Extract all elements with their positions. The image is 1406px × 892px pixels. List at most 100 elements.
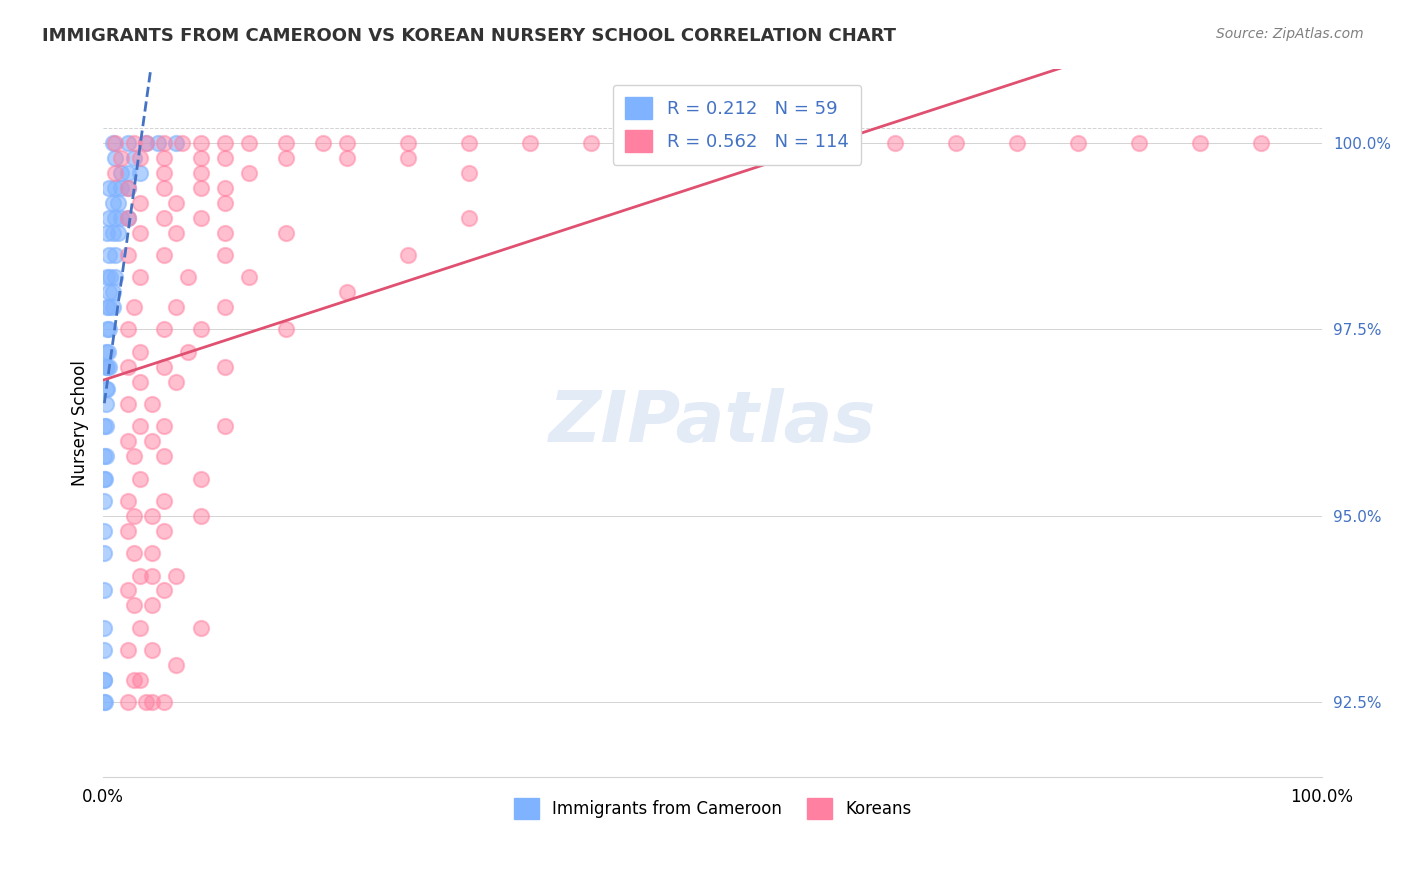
Point bbox=[165, 658, 187, 673]
Point bbox=[101, 285, 124, 300]
Point bbox=[98, 322, 121, 336]
Point bbox=[117, 181, 139, 195]
Point bbox=[172, 136, 194, 150]
Point bbox=[177, 344, 200, 359]
Text: ZIPatlas: ZIPatlas bbox=[548, 388, 876, 458]
Point bbox=[128, 472, 150, 486]
Point bbox=[311, 136, 333, 150]
Point bbox=[165, 375, 187, 389]
Point bbox=[762, 136, 785, 150]
Point bbox=[141, 643, 163, 657]
Point bbox=[190, 166, 212, 180]
Point bbox=[153, 494, 176, 508]
Point bbox=[117, 166, 139, 180]
Point bbox=[141, 695, 163, 709]
Point bbox=[190, 181, 212, 195]
Point bbox=[238, 270, 260, 285]
Point bbox=[93, 494, 115, 508]
Point bbox=[122, 599, 145, 613]
Point bbox=[94, 449, 117, 463]
Point bbox=[135, 695, 157, 709]
Point bbox=[94, 344, 117, 359]
Point bbox=[1188, 136, 1211, 150]
Point bbox=[128, 166, 150, 180]
Point bbox=[165, 226, 187, 240]
Point bbox=[640, 136, 662, 150]
Point bbox=[93, 524, 115, 538]
Point bbox=[96, 270, 118, 285]
Text: IMMIGRANTS FROM CAMEROON VS KOREAN NURSERY SCHOOL CORRELATION CHART: IMMIGRANTS FROM CAMEROON VS KOREAN NURSE… bbox=[42, 27, 896, 45]
Point bbox=[117, 359, 139, 374]
Point bbox=[107, 195, 129, 210]
Point bbox=[104, 166, 127, 180]
Point bbox=[93, 673, 115, 687]
Point bbox=[1128, 136, 1150, 150]
Point bbox=[128, 673, 150, 687]
Point bbox=[336, 136, 359, 150]
Point bbox=[104, 248, 127, 262]
Point bbox=[117, 583, 139, 598]
Point bbox=[110, 181, 132, 195]
Point bbox=[190, 621, 212, 635]
Point bbox=[117, 248, 139, 262]
Point bbox=[274, 151, 297, 165]
Point bbox=[702, 136, 724, 150]
Point bbox=[96, 226, 118, 240]
Point bbox=[214, 136, 236, 150]
Point bbox=[128, 226, 150, 240]
Point bbox=[190, 508, 212, 523]
Point bbox=[128, 375, 150, 389]
Point bbox=[128, 270, 150, 285]
Point bbox=[153, 181, 176, 195]
Point bbox=[141, 508, 163, 523]
Point bbox=[98, 211, 121, 225]
Point bbox=[153, 524, 176, 538]
Point bbox=[153, 695, 176, 709]
Point bbox=[110, 166, 132, 180]
Point bbox=[98, 181, 121, 195]
Point bbox=[153, 151, 176, 165]
Point bbox=[214, 248, 236, 262]
Point bbox=[104, 181, 127, 195]
Point bbox=[97, 344, 120, 359]
Point bbox=[128, 195, 150, 210]
Point bbox=[457, 166, 479, 180]
Point bbox=[457, 211, 479, 225]
Point bbox=[96, 359, 118, 374]
Point bbox=[214, 419, 236, 434]
Point bbox=[141, 568, 163, 582]
Point bbox=[122, 449, 145, 463]
Point bbox=[122, 151, 145, 165]
Point bbox=[93, 583, 115, 598]
Point bbox=[94, 397, 117, 411]
Point bbox=[141, 599, 163, 613]
Point bbox=[128, 419, 150, 434]
Point bbox=[135, 136, 157, 150]
Point bbox=[117, 211, 139, 225]
Point bbox=[122, 673, 145, 687]
Point bbox=[146, 136, 169, 150]
Point bbox=[128, 621, 150, 635]
Point bbox=[153, 136, 176, 150]
Point bbox=[190, 136, 212, 150]
Point bbox=[274, 136, 297, 150]
Point bbox=[190, 151, 212, 165]
Point bbox=[128, 568, 150, 582]
Legend: Immigrants from Cameroon, Koreans: Immigrants from Cameroon, Koreans bbox=[508, 791, 918, 825]
Point bbox=[141, 546, 163, 560]
Y-axis label: Nursery School: Nursery School bbox=[72, 359, 89, 485]
Point bbox=[94, 359, 117, 374]
Point bbox=[101, 300, 124, 314]
Point bbox=[190, 472, 212, 486]
Point bbox=[214, 151, 236, 165]
Point bbox=[1067, 136, 1090, 150]
Point bbox=[396, 248, 419, 262]
Point bbox=[1250, 136, 1272, 150]
Point bbox=[122, 546, 145, 560]
Point bbox=[153, 211, 176, 225]
Point bbox=[141, 397, 163, 411]
Point bbox=[214, 181, 236, 195]
Point bbox=[104, 270, 127, 285]
Point bbox=[117, 434, 139, 449]
Point bbox=[135, 136, 157, 150]
